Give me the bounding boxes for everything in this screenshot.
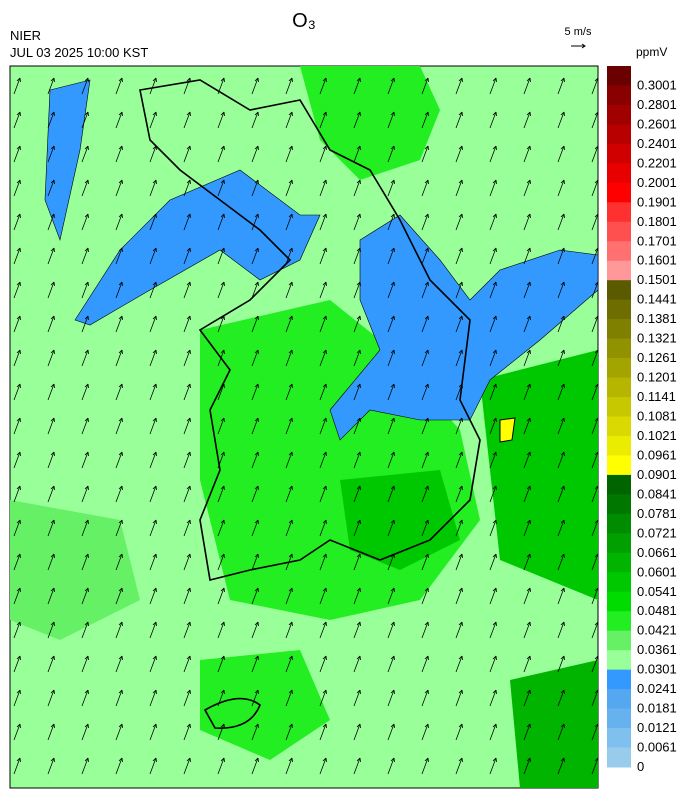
wind-vectors (10, 66, 598, 788)
colorbar-label: 0.1381 (637, 311, 677, 326)
colorbar-swatch (607, 572, 631, 593)
colorbar-label: 0.2601 (637, 116, 677, 131)
colorbar-label: 0 (637, 759, 644, 774)
colorbar-swatch (607, 280, 631, 301)
colorbar-swatch (607, 182, 631, 203)
colorbar-swatch (607, 104, 631, 125)
colorbar-label: 0.0481 (637, 603, 677, 618)
colorbar-swatch (607, 708, 631, 729)
colorbar-label: 0.1081 (637, 409, 677, 424)
colorbar-label: 0.1141 (637, 389, 676, 404)
colorbar-label: 0.0181 (637, 701, 677, 716)
colorbar-label: 0.2001 (637, 175, 677, 190)
colorbar-label: 0.0901 (637, 467, 677, 482)
colorbar-swatch (607, 611, 631, 632)
colorbar-swatch (607, 124, 631, 145)
colorbar-swatch (607, 319, 631, 340)
colorbar-label: 0.0361 (637, 642, 677, 657)
colorbar-swatch (607, 435, 631, 456)
colorbar-label: 0.0121 (637, 720, 677, 735)
colorbar-label: 0.2401 (637, 136, 677, 151)
colorbar-label: 0.0421 (637, 623, 677, 638)
colorbar-swatch (607, 591, 631, 612)
colorbar-label: 0.3001 (637, 77, 677, 92)
colorbar-label: 0.0061 (637, 740, 677, 755)
colorbar-swatch (607, 630, 631, 651)
colorbar-label: 0.0841 (637, 486, 677, 501)
colorbar-label: 0.0241 (637, 681, 677, 696)
colorbar-label: 0.0961 (637, 447, 677, 462)
colorbar-label: 0.1701 (637, 233, 677, 248)
colorbar-swatch (607, 455, 631, 476)
colorbar-label: 0.0661 (637, 545, 677, 560)
colorbar-label: 0.0781 (637, 506, 677, 521)
colorbar-unit: ppmV (636, 45, 667, 59)
colorbar-swatch (607, 669, 631, 690)
colorbar-swatch (607, 260, 631, 281)
colorbar: 0.3001 0.2801 0.2601 0.2401 0.2201 0.2001 0.19… (607, 66, 677, 774)
colorbar-swatch (607, 163, 631, 184)
colorbar-swatch (607, 358, 631, 379)
colorbar-swatch (607, 494, 631, 515)
colorbar-swatch (607, 241, 631, 262)
colorbar-swatch (607, 338, 631, 359)
colorbar-swatch (607, 377, 631, 398)
colorbar-swatch (607, 689, 631, 710)
colorbar-swatch (607, 416, 631, 437)
colorbar-label: 0.1201 (637, 370, 677, 385)
colorbar-swatch (607, 397, 631, 417)
colorbar-label: 0.2201 (637, 155, 677, 170)
colorbar-swatch (607, 552, 631, 573)
colorbar-swatch (607, 533, 631, 554)
colorbar-label: 0.0301 (637, 662, 677, 677)
colorbar-label: 0.1501 (637, 272, 677, 287)
colorbar-swatch (607, 747, 631, 768)
colorbar-swatch (607, 299, 631, 320)
colorbar-swatch (607, 143, 631, 164)
map (9, 65, 599, 789)
colorbar-swatch (607, 66, 631, 86)
colorbar-swatch (607, 728, 631, 749)
colorbar-label: 0.1021 (637, 428, 677, 443)
datetime: JUL 03 2025 10:00 KST (10, 45, 148, 60)
colorbar-swatch (607, 650, 631, 671)
colorbar-label: 0.1441 (637, 292, 677, 307)
colorbar-swatch (607, 474, 631, 495)
colorbar-label: 0.0601 (637, 564, 677, 579)
colorbar-swatch (607, 513, 631, 534)
colorbar-label: 0.2801 (637, 97, 677, 112)
colorbar-label: 0.1601 (637, 253, 677, 268)
colorbar-label: 0.1801 (637, 214, 677, 229)
colorbar-label: 0.0541 (637, 584, 677, 599)
colorbar-label: 0.1321 (637, 331, 677, 346)
colorbar-swatch (607, 85, 631, 106)
colorbar-swatch (607, 221, 631, 242)
colorbar-label: 0.0721 (637, 525, 677, 540)
agency: NIER (10, 28, 41, 43)
colorbar-label: 0.1261 (637, 350, 677, 365)
title: O₃ (292, 10, 316, 32)
colorbar-swatch (607, 202, 631, 223)
wind-scale-arrow (571, 43, 586, 49)
colorbar-label: 0.1901 (637, 194, 677, 209)
wind-scale: 5 m/s (565, 26, 592, 38)
